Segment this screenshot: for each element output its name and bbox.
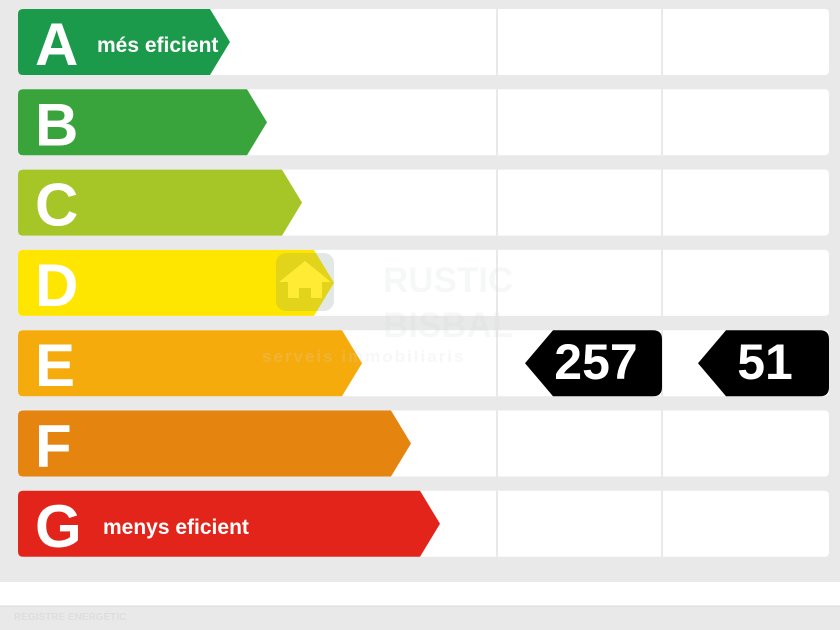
svg-text:A: A — [35, 11, 78, 78]
svg-text:D: D — [35, 252, 78, 319]
svg-text:G: G — [35, 493, 82, 560]
svg-text:serveis immobiliaris: serveis immobiliaris — [262, 347, 465, 366]
svg-text:BISBAL: BISBAL — [383, 306, 513, 345]
svg-text:51: 51 — [737, 334, 793, 390]
svg-text:REGISTRE ENERGÈTIC: REGISTRE ENERGÈTIC — [14, 610, 126, 623]
svg-text:E: E — [35, 332, 75, 399]
svg-text:menys eficient: menys eficient — [103, 516, 249, 539]
svg-text:F: F — [35, 413, 72, 480]
svg-text:257: 257 — [554, 334, 637, 390]
svg-text:més eficient: més eficient — [97, 34, 218, 57]
svg-text:B: B — [35, 91, 78, 158]
svg-text:C: C — [35, 172, 78, 239]
svg-text:RUSTIC: RUSTIC — [383, 261, 513, 300]
